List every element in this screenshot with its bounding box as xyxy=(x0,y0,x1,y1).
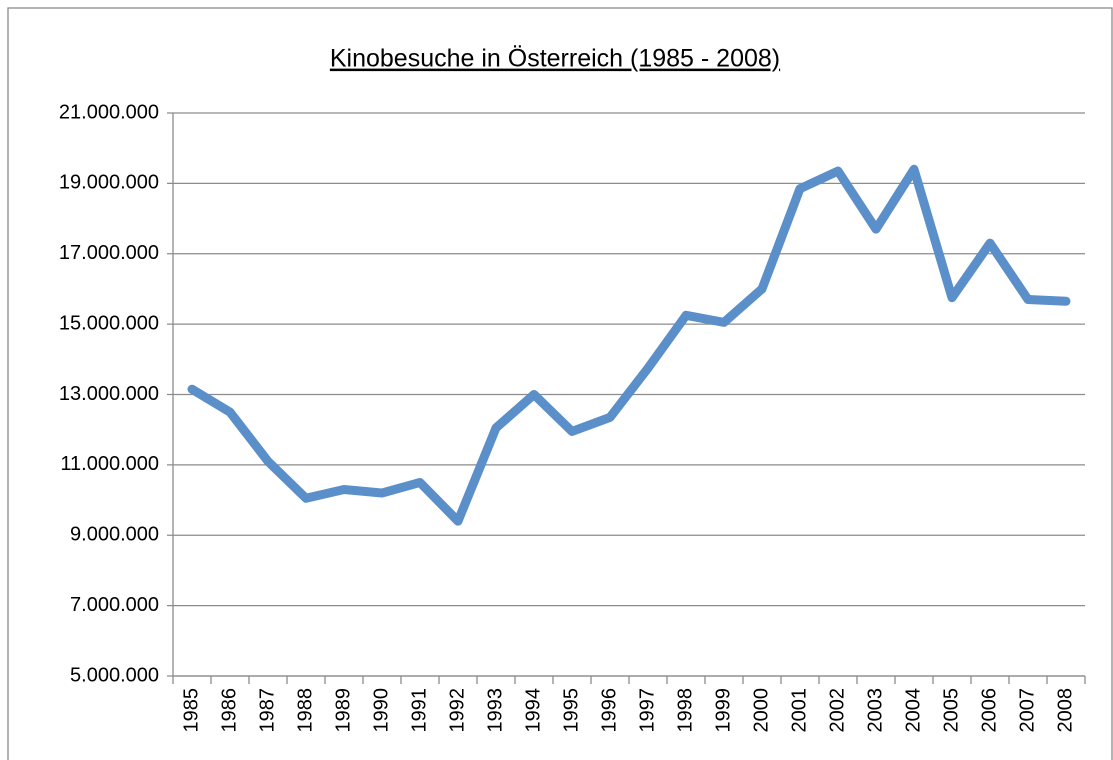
y-tick-label: 15.000.000 xyxy=(59,312,159,334)
x-tick-label: 1989 xyxy=(332,688,354,733)
x-tick-label: 2000 xyxy=(750,688,772,733)
x-tick-label: 2005 xyxy=(940,688,962,733)
chart-title: Kinobesuche in Österreich (1985 - 2008) xyxy=(330,45,780,73)
y-tick-label: 5.000.000 xyxy=(70,664,159,686)
x-tick-label: 2007 xyxy=(1016,688,1038,733)
x-tick-label: 2008 xyxy=(1054,688,1076,733)
x-tick-label: 1985 xyxy=(180,688,202,733)
x-tick-label: 1992 xyxy=(446,688,468,733)
x-tick-label: 1993 xyxy=(484,688,506,733)
y-tick-label: 7.000.000 xyxy=(70,594,159,616)
y-tick-label: 19.000.000 xyxy=(59,172,159,194)
chart-border xyxy=(7,7,1113,760)
x-tick-label: 2002 xyxy=(826,688,848,733)
x-tick-label: 2006 xyxy=(978,688,1000,733)
x-tick-label: 2004 xyxy=(902,688,924,733)
x-tick-label: 1991 xyxy=(408,688,430,733)
x-tick-label: 1988 xyxy=(294,688,316,733)
x-tick-label: 1990 xyxy=(370,688,392,733)
y-tick-label: 9.000.000 xyxy=(70,524,159,546)
x-tick-label: 1998 xyxy=(674,688,696,733)
x-tick-label: 1999 xyxy=(712,688,734,733)
y-tick-label: 13.000.000 xyxy=(59,383,159,405)
x-tick-label: 1994 xyxy=(522,688,544,733)
x-tick-label: 2001 xyxy=(788,688,810,733)
x-tick-label: 1986 xyxy=(218,688,240,733)
x-tick-label: 1995 xyxy=(560,688,582,733)
x-tick-label: 1987 xyxy=(256,688,278,733)
line-series xyxy=(187,164,1071,526)
x-tick-label: 1997 xyxy=(636,688,658,733)
y-tick-label: 21.000.000 xyxy=(59,101,159,123)
x-tick-label: 2003 xyxy=(864,688,886,733)
y-tick-label: 11.000.000 xyxy=(60,453,159,475)
x-tick-label: 1996 xyxy=(598,688,620,733)
y-tick-label: 17.000.000 xyxy=(59,242,159,264)
